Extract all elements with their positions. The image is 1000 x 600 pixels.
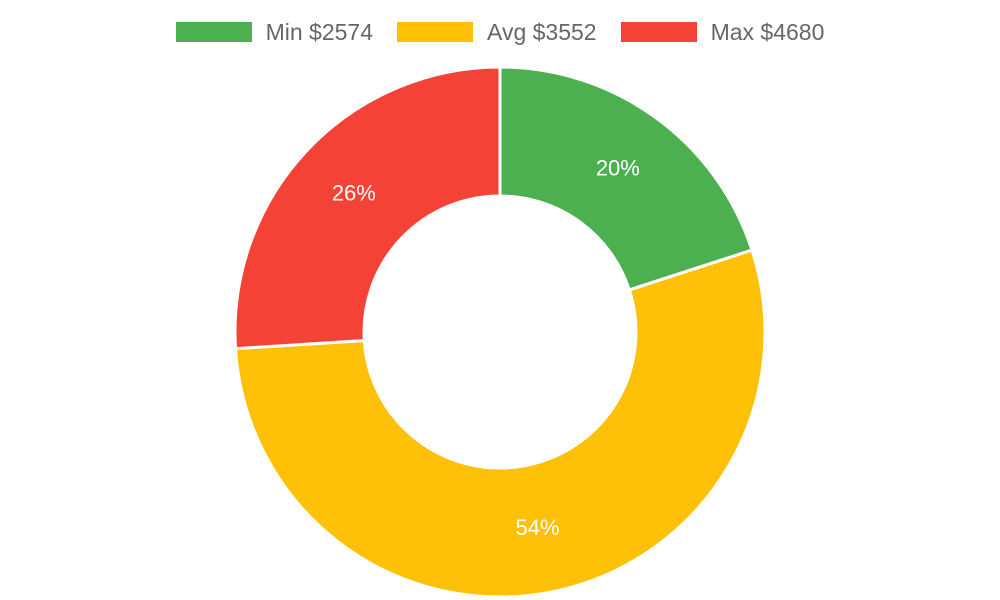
- legend-item-max[interactable]: Max $4680: [620, 18, 825, 46]
- slice-label-min: 20%: [596, 156, 640, 181]
- slice-label-max: 26%: [332, 181, 376, 206]
- legend-swatch-avg: [397, 22, 474, 42]
- legend-item-avg[interactable]: Avg $3552: [397, 19, 597, 46]
- legend-label-avg: Avg $3552: [487, 18, 597, 45]
- donut-slice-labels: 20% 54% 26%: [332, 156, 640, 540]
- legend-label-max: Max $4680: [710, 18, 825, 45]
- legend-swatch-min: [175, 22, 252, 42]
- chart-legend: Min $2574 Avg $3552 Max $4680: [0, 14, 1000, 50]
- donut-slice-min[interactable]: [498, 65, 754, 292]
- donut-slice-max[interactable]: [233, 65, 502, 351]
- donut-slice-avg[interactable]: [233, 248, 767, 599]
- donut-slices: [233, 65, 767, 599]
- legend-label-min: Min $2574: [265, 18, 374, 45]
- slice-label-avg: 54%: [516, 515, 560, 540]
- legend-swatch-max: [620, 22, 697, 42]
- legend-item-min[interactable]: Min $2574: [175, 18, 374, 46]
